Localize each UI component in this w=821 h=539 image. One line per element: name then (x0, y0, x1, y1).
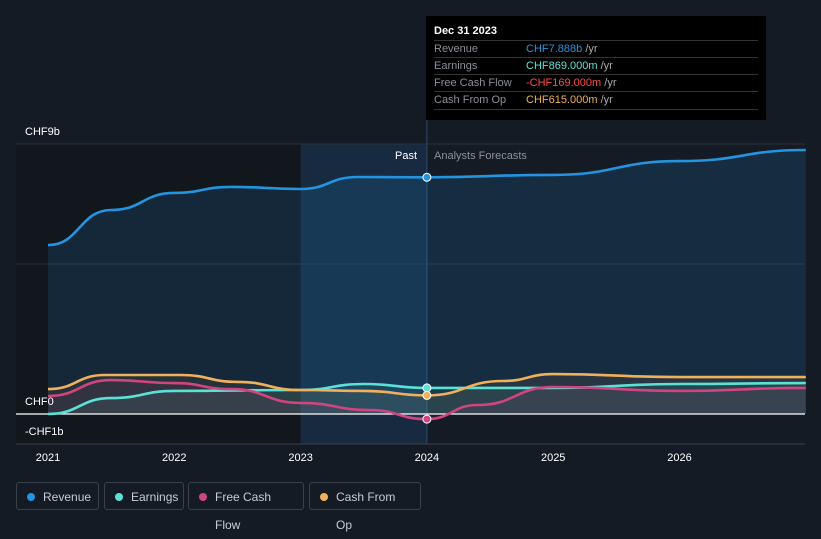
tooltip-unit: /yr (601, 77, 617, 89)
cash-from-op-line (47, 372, 806, 397)
free-cash-flow-marker (422, 414, 432, 424)
legend-cash-from-op[interactable]: Cash From Op (309, 482, 421, 532)
tooltip-unit: /yr (597, 60, 613, 72)
fcf-dot-icon (199, 493, 207, 501)
x-tick-label: 2021 (36, 452, 60, 464)
cash-from-op-area (48, 374, 806, 414)
earnings-marker (422, 383, 432, 393)
y-tick-neg1b: -CHF1b (25, 426, 64, 438)
legend-earnings[interactable]: Earnings (104, 482, 184, 510)
tooltip-label: Earnings (434, 60, 478, 72)
chart: 2021 2022 2023 2024 2025 2026 (16, 120, 806, 464)
legend-revenue[interactable]: Revenue (16, 482, 99, 510)
x-tick-label: 2025 (541, 452, 565, 464)
x-tick-label: 2026 (667, 452, 691, 464)
legend-label: Revenue (43, 490, 92, 504)
earnings-dot-icon (115, 493, 123, 501)
revenue-dot-icon (27, 493, 35, 501)
earnings-line (47, 381, 806, 416)
x-tick-label: 2023 (288, 452, 312, 464)
tooltip-row-earnings: Earnings CHF869.000m /yr (434, 57, 758, 75)
tooltip-label: Cash From Op (434, 94, 507, 106)
tooltip-value: CHF615.000m (526, 94, 598, 106)
cash-from-op-marker (422, 390, 432, 400)
cfo-dot-icon (320, 493, 328, 501)
legend-label: Earnings (131, 490, 179, 504)
tooltip-unit: /yr (582, 43, 598, 55)
x-tick-label: 2022 (162, 452, 186, 464)
tooltip: Dec 31 2023 Revenue CHF7.888b /yr Earning… (426, 16, 766, 120)
revenue-area (48, 150, 806, 414)
tooltip-row-cfo: Cash From Op CHF615.000m /yr (434, 91, 758, 110)
tooltip-value: CHF7.888b (526, 43, 583, 55)
forecast-label: Analysts Forecasts (434, 150, 527, 162)
x-tick-label: 2024 (415, 452, 439, 464)
revenue-marker (422, 172, 432, 182)
tooltip-unit: /yr (597, 94, 613, 106)
tooltip-label: Revenue (434, 43, 479, 55)
tooltip-value: CHF869.000m (526, 60, 598, 72)
free-cash-flow-line (47, 378, 806, 421)
y-tick-9b: CHF9b (25, 126, 60, 138)
legend-free-cash-flow[interactable]: Free Cash Flow (188, 482, 304, 532)
tooltip-value: -CHF169.000m (526, 77, 602, 89)
tooltip-row-fcf: Free Cash Flow -CHF169.000m /yr (434, 74, 758, 92)
tooltip-label: Free Cash Flow (434, 77, 512, 89)
tooltip-row-revenue: Revenue CHF7.888b /yr (434, 40, 758, 58)
y-tick-0: CHF0 (25, 396, 54, 408)
revenue-line (47, 148, 806, 247)
past-label: Past (395, 150, 418, 162)
tooltip-date: Dec 31 2023 (434, 25, 497, 37)
